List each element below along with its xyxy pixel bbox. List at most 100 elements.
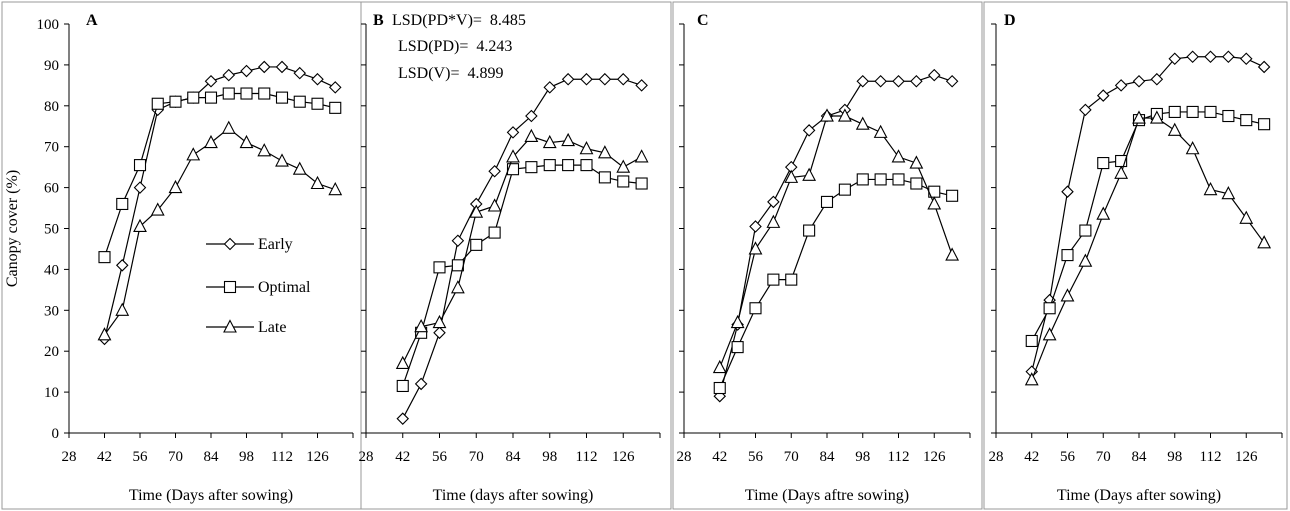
data-point-early [451,234,465,248]
data-point-late [310,175,325,190]
data-point-early [204,74,218,88]
y-tick-label: 0 [52,426,60,442]
series-line-early [402,78,642,419]
series-late [1024,110,1272,386]
x-tick-label: 98 [542,449,557,465]
x-tick-label: 56 [432,449,448,465]
data-point-late [275,153,289,167]
data-point-late [820,108,834,122]
data-point-late [414,318,429,333]
data-point-optimal [731,341,744,354]
data-point-late [1221,186,1236,200]
data-point-late [597,145,612,159]
y-tick-label: 50 [44,222,59,238]
data-point-early [892,74,905,88]
x-tick-label: 70 [784,449,799,465]
data-point-late [133,218,147,233]
data-point-optimal [543,159,556,172]
data-point-late [395,355,410,370]
x-axis-label: Time (Days after sowing) [1057,487,1221,504]
data-point-late [115,302,130,316]
x-tick-label: 98 [239,449,254,465]
data-point-early [1114,79,1128,92]
data-point-late [748,241,763,255]
panel-c: 28 42 56 70 84 98 112 126 Time (Days aftre sowin… [672,1,983,510]
legend-label-early: Early [258,236,293,253]
data-point-late [634,149,649,163]
data-point-early [927,68,941,82]
y-tick-label: 80 [44,99,59,115]
data-point-optimal [785,273,798,286]
data-point-early [115,259,129,272]
data-point-early [1239,52,1253,66]
data-point-optimal [222,87,235,100]
x-tick-label: 126 [306,449,329,465]
data-point-late [1257,235,1272,249]
data-point-late [542,134,557,149]
data-point-early [1079,103,1092,117]
data-point-early [1132,74,1146,88]
x-tick-label: 112 [576,449,598,465]
data-point-optimal [258,87,271,100]
data-point-optimal [151,97,164,110]
data-point-late [1185,141,1200,155]
x-tick-label: 28 [677,449,692,465]
data-point-late [766,214,781,228]
data-point-optimal [116,197,129,211]
data-point-early [133,181,147,194]
x-tick-label: 98 [855,449,870,465]
data-point-late [1132,110,1146,124]
data-point-late [1078,253,1093,267]
series-late [395,128,649,370]
data-point-late [579,141,594,155]
data-point-optimal [838,183,851,196]
y-tick-label: 10 [44,385,59,401]
data-point-late [168,179,183,194]
data-point-optimal [470,238,483,251]
data-point-late [487,198,502,212]
series-line-late [1031,117,1265,381]
data-point-late [524,128,539,143]
data-point-late [97,327,112,341]
panel-label: B [373,12,384,29]
series-line-late [719,115,953,368]
x-tick-label: 70 [469,449,484,465]
x-tick-label: 28 [989,449,1004,465]
data-point-late [837,108,852,122]
series-early [1025,50,1271,378]
data-point-late [561,132,576,147]
data-point-early [222,68,236,82]
data-point-late [221,120,236,134]
x-tick-label: 28 [62,449,77,465]
panel-label: D [1004,12,1016,29]
data-point-late [1149,110,1164,124]
data-point-optimal [133,159,147,172]
data-point-late [855,116,870,130]
lsd-annotation: LSD(PD*V)= 8.485 [392,12,526,29]
data-point-late [784,169,799,183]
data-point-early [328,81,342,94]
panel-frame [672,1,983,510]
data-point-late [506,149,520,163]
x-axis-label: Time (Days after sowing) [129,487,293,504]
panel-frame [360,1,672,510]
panel-a: 0 10 20 30 40 50 60 70 80 90 100 28 42 56 70 84 98 112 126… [1,1,362,510]
data-point-early [856,74,870,88]
data-point-late [469,204,484,218]
y-axis-label: Canopy cover (%) [4,170,21,287]
data-point-early [396,412,410,425]
data-point-early [1222,50,1235,63]
data-point-late [1042,327,1057,341]
data-point-late [204,134,218,149]
y-tick-label: 20 [44,344,59,360]
data-point-early [433,326,446,340]
data-point-late [1239,210,1254,224]
lsd-annotation: LSD(PD)= 4.243 [398,38,512,55]
data-point-optimal [329,101,342,114]
data-point-late [150,202,165,216]
data-point-early [910,74,923,88]
data-point-late [1060,288,1075,302]
data-point-early [275,60,289,74]
data-point-early [293,66,307,80]
series-late [712,108,960,374]
